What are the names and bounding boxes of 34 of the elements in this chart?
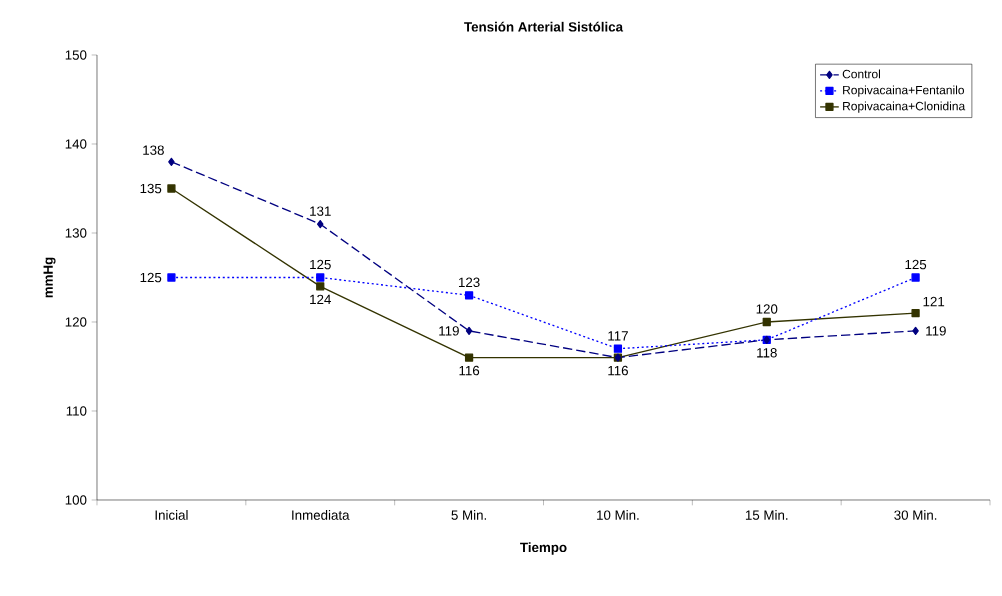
data-label: 120 — [756, 304, 778, 314]
y-tick-label: 130 — [65, 228, 87, 238]
chart-title: Tensión Arterial Sistólica — [464, 21, 624, 32]
x-tick-label: Inicial — [155, 510, 188, 520]
x-tick-label: 10 Min. — [597, 510, 639, 520]
data-label: 117 — [608, 331, 628, 341]
x-axis-title: Tiempo — [520, 542, 567, 555]
data-label: 138 — [143, 145, 164, 155]
data-label: 116 — [459, 365, 480, 376]
x-tick-label: 30 Min. — [894, 510, 937, 520]
y-tick-label: 110 — [66, 406, 87, 416]
y-tick-label: 100 — [65, 495, 87, 505]
data-label: 118 — [757, 348, 777, 358]
data-label: 125 — [140, 272, 162, 283]
data-label: 119 — [439, 326, 459, 336]
data-label: 119 — [926, 326, 946, 336]
legend-label: Ropivacaina+Fentanilo — [843, 85, 965, 97]
y-tick-label: 140 — [65, 139, 87, 149]
data-label: 123 — [458, 277, 480, 288]
data-label: 124 — [310, 294, 331, 304]
x-tick-label: 15 Min. — [745, 510, 788, 520]
x-tick-label: 5 Min. — [451, 510, 487, 520]
y-tick-label: 150 — [65, 50, 87, 60]
x-tick-label: Inmediata — [292, 510, 350, 520]
y-axis-title: mmHg — [43, 257, 56, 298]
data-label: 125 — [310, 259, 331, 270]
data-label: 121 — [923, 296, 945, 307]
y-tick-label: 120 — [65, 317, 87, 327]
data-label: 131 — [310, 206, 331, 216]
data-label: 125 — [905, 259, 927, 270]
legend-label: Ropivacaina+Clonidina — [843, 101, 966, 113]
data-label: 135 — [140, 183, 162, 194]
legend-label: Control — [842, 69, 880, 79]
data-label: 116 — [608, 365, 628, 376]
